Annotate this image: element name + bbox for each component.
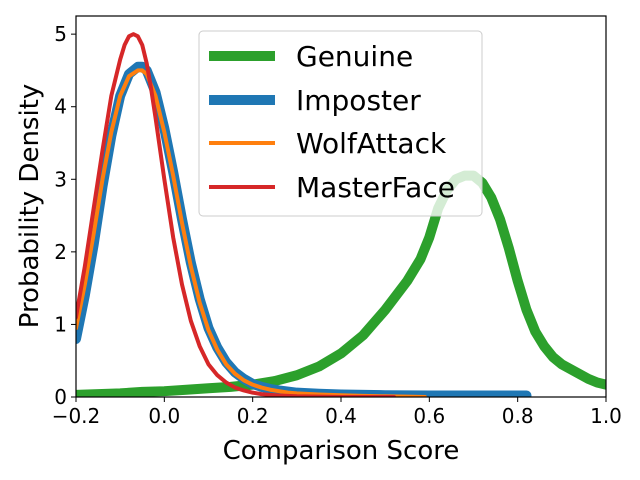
x-tick-label: 0.8	[502, 404, 534, 428]
y-tick-label: 1	[54, 312, 67, 336]
x-tick-label: 0.0	[148, 404, 180, 428]
legend-label-genuine: Genuine	[296, 40, 413, 73]
y-tick-label: 4	[54, 95, 67, 119]
y-tick-label: 5	[54, 22, 67, 46]
legend-box	[198, 30, 483, 217]
y-axis-title: Probability Density	[15, 84, 45, 329]
x-axis-title: Comparison Score	[223, 436, 460, 466]
x-tick-label: 0.4	[325, 404, 357, 428]
legend-label-imposter: Imposter	[296, 84, 421, 117]
y-tick-label: 2	[54, 240, 67, 264]
x-tick-label: 1.0	[590, 404, 622, 428]
series-line-masterface	[76, 32, 396, 397]
x-tick-label: 0.2	[237, 404, 269, 428]
y-tick-label: 0	[54, 385, 67, 409]
ticks-layer: −0.2 0.0 0.2 0.4 0.6 0.8 1.0 0 1 2 3 4 5	[52, 22, 622, 428]
y-tick-label: 3	[54, 167, 67, 191]
legend-label-masterface: MasterFace	[296, 171, 455, 204]
legend-label-wolfattack: WolfAttack	[296, 127, 447, 160]
legend: Genuine Imposter WolfAttack MasterFace	[198, 30, 483, 217]
x-tick-label: 0.6	[413, 404, 445, 428]
series-line-wolfattack	[76, 68, 427, 397]
x-tick-label: −0.2	[52, 404, 101, 428]
